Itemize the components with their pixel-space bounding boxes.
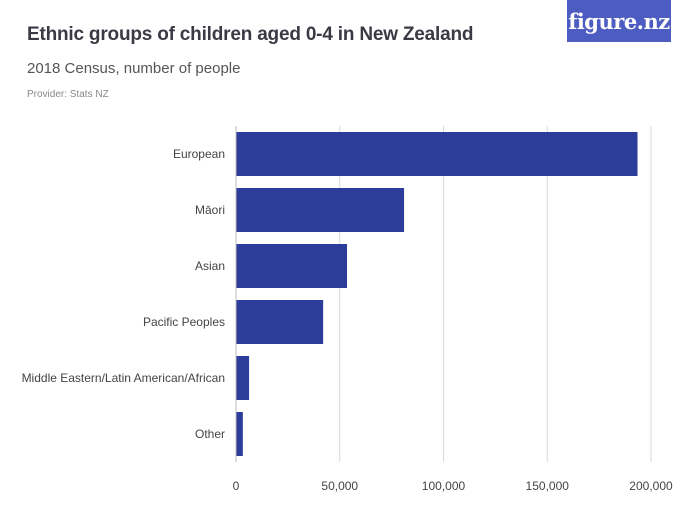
- bar-0[interactable]: [236, 132, 638, 176]
- figure-nz-logo[interactable]: figure.nz: [567, 0, 671, 42]
- bar-2[interactable]: [236, 244, 348, 288]
- category-label: Pacific Peoples: [143, 315, 225, 329]
- x-tick-label: 200,000: [629, 479, 673, 493]
- chart-title: Ethnic groups of children aged 0-4 in Ne…: [27, 24, 474, 45]
- category-label: Other: [195, 427, 225, 441]
- bar-3[interactable]: [236, 300, 324, 344]
- provider-note: Provider: Stats NZ: [27, 89, 109, 100]
- category-label: Māori: [195, 203, 225, 217]
- x-tick-label: 0: [233, 479, 240, 493]
- category-label: Middle Eastern/Latin American/African: [22, 371, 225, 385]
- chart-subtitle: 2018 Census, number of people: [27, 60, 241, 77]
- bar-5[interactable]: [236, 412, 243, 456]
- x-tick-label: 50,000: [321, 479, 358, 493]
- bar-1[interactable]: [236, 188, 405, 232]
- category-label: Asian: [195, 259, 225, 273]
- x-tick-label: 150,000: [526, 479, 570, 493]
- bar-4[interactable]: [236, 356, 250, 400]
- category-label: European: [173, 147, 225, 161]
- x-tick-label: 100,000: [422, 479, 466, 493]
